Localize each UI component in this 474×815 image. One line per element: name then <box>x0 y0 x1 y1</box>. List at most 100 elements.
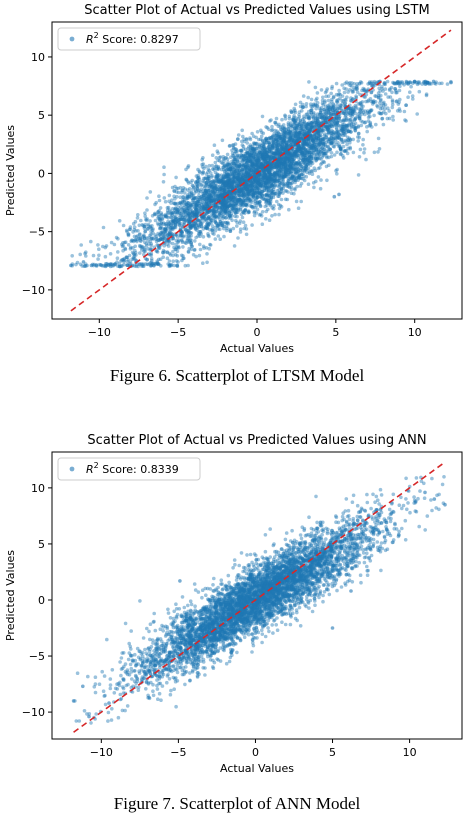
data-point <box>97 253 101 258</box>
data-point <box>345 142 349 147</box>
data-point <box>288 135 292 140</box>
data-point <box>179 214 183 218</box>
data-point <box>172 263 176 268</box>
data-point <box>167 193 172 198</box>
data-point <box>217 221 221 226</box>
data-point <box>139 264 144 268</box>
data-point <box>256 191 260 195</box>
data-point <box>207 246 211 251</box>
data-point <box>166 219 170 224</box>
data-point <box>198 247 203 252</box>
data-point <box>319 130 324 135</box>
data-point <box>348 145 352 150</box>
data-point <box>182 203 187 208</box>
data-point <box>133 248 137 253</box>
data-point <box>303 155 307 160</box>
data-point <box>324 94 329 99</box>
data-point <box>227 168 232 173</box>
data-point <box>121 243 125 248</box>
data-point <box>328 131 333 135</box>
data-point <box>225 173 229 178</box>
data-point <box>204 164 208 169</box>
data-point <box>359 110 363 114</box>
data-point <box>213 184 218 188</box>
data-point <box>232 170 237 175</box>
data-point <box>226 182 230 186</box>
data-point <box>347 136 352 141</box>
data-point <box>252 146 256 151</box>
data-point <box>170 226 175 230</box>
data-point <box>238 174 242 178</box>
data-point <box>233 210 237 214</box>
data-point <box>174 259 179 263</box>
data-point <box>253 157 257 162</box>
data-point <box>224 164 229 168</box>
data-point <box>103 254 108 259</box>
data-point <box>248 179 253 184</box>
data-point <box>255 196 259 200</box>
data-point <box>257 173 262 178</box>
data-point <box>219 192 224 196</box>
data-point <box>261 176 265 180</box>
data-point <box>263 173 268 177</box>
data-point <box>238 148 243 153</box>
data-point <box>408 90 412 94</box>
data-point <box>248 159 252 164</box>
data-point <box>202 215 206 219</box>
data-point <box>250 161 254 166</box>
data-point <box>240 215 245 220</box>
data-point <box>321 140 325 145</box>
data-point <box>242 163 246 167</box>
data-point <box>235 159 240 164</box>
data-point <box>203 176 207 181</box>
data-point <box>300 150 305 155</box>
data-point <box>246 209 251 213</box>
data-point <box>236 178 241 182</box>
data-point <box>214 214 218 218</box>
data-point <box>178 234 182 238</box>
data-point <box>266 161 271 165</box>
data-point <box>265 154 270 159</box>
data-point <box>240 176 244 180</box>
data-point <box>188 187 192 191</box>
data-point <box>238 188 242 192</box>
data-point <box>318 142 323 146</box>
data-point <box>277 176 282 180</box>
data-point <box>268 193 272 198</box>
data-point <box>280 174 285 178</box>
data-point <box>249 184 254 188</box>
data-point <box>361 110 366 115</box>
data-point <box>139 244 144 249</box>
data-point <box>104 263 108 268</box>
data-point <box>326 149 331 153</box>
data-point <box>224 203 229 207</box>
data-point <box>253 146 257 151</box>
data-point <box>236 137 240 141</box>
data-point <box>331 108 335 112</box>
data-point <box>137 232 142 237</box>
data-point <box>304 142 309 146</box>
data-point <box>252 213 257 218</box>
data-point <box>317 156 322 161</box>
data-point <box>254 162 259 167</box>
data-point <box>218 219 223 224</box>
data-point <box>253 177 257 182</box>
data-point <box>282 131 287 136</box>
data-point <box>182 217 186 222</box>
data-point <box>195 199 199 204</box>
data-point <box>195 203 199 208</box>
data-point <box>183 263 188 268</box>
data-point <box>345 135 350 140</box>
data-point <box>322 147 326 151</box>
data-point <box>276 130 281 135</box>
data-point <box>167 264 172 269</box>
data-point <box>244 186 248 190</box>
data-point <box>281 130 286 135</box>
data-point <box>159 264 163 268</box>
data-point <box>125 229 129 234</box>
data-point <box>258 164 262 168</box>
data-point <box>320 161 324 165</box>
data-point <box>216 174 220 178</box>
data-point <box>237 177 241 181</box>
data-point <box>346 112 350 116</box>
